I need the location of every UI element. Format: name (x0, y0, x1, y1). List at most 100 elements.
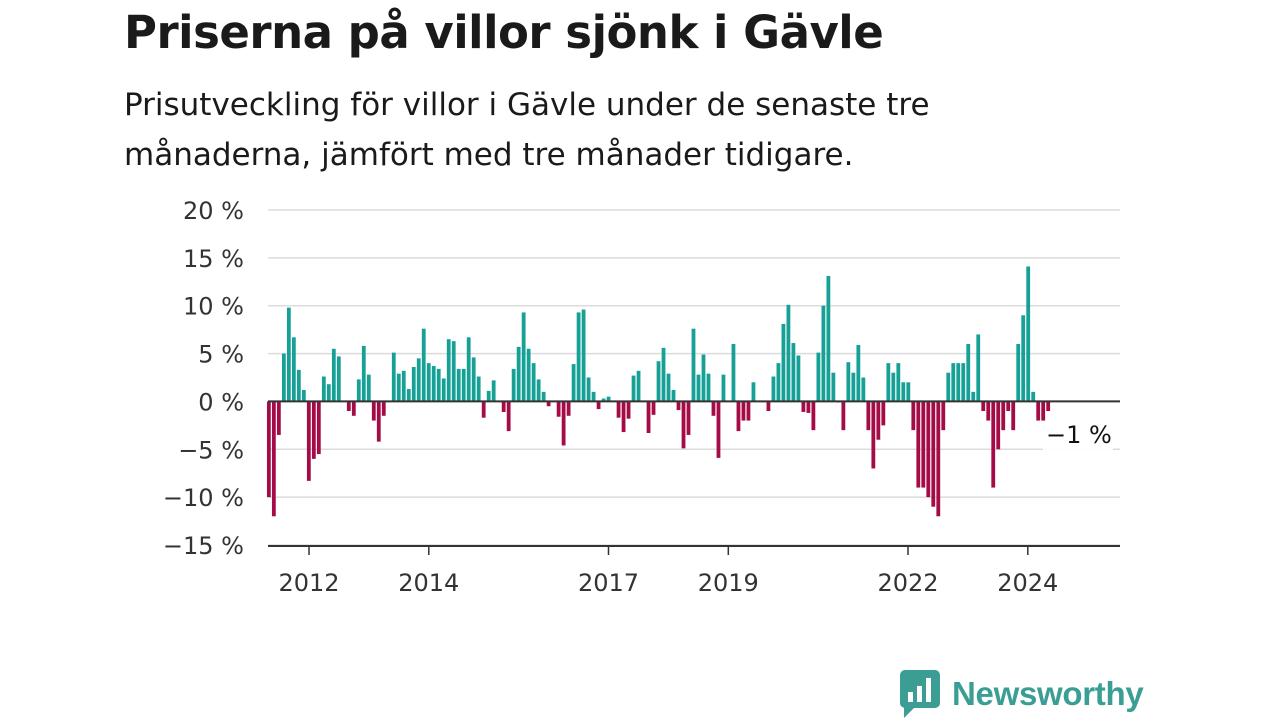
bar-positive (571, 364, 576, 402)
bar-positive (581, 309, 586, 402)
bar-negative (876, 401, 881, 440)
bar-positive (521, 312, 526, 402)
bar-negative (561, 401, 566, 446)
bar-negative (926, 401, 931, 498)
bar-positive (456, 368, 461, 402)
bar-negative (621, 401, 626, 433)
bar-positive (1016, 344, 1021, 402)
bar-positive (446, 339, 451, 402)
bar-negative (351, 401, 356, 416)
bar-positive (861, 377, 866, 402)
bar-positive (1021, 315, 1026, 402)
bar-positive (296, 369, 301, 402)
bar-positive (421, 328, 426, 402)
bar-negative (911, 401, 916, 431)
bar-positive (956, 363, 961, 402)
bar-positive (751, 382, 756, 402)
bar-positive (791, 343, 796, 402)
bar-negative (981, 401, 986, 411)
bar-positive (966, 344, 971, 402)
bar-negative (651, 401, 656, 415)
bar-negative (1041, 401, 1046, 421)
bar-negative (921, 401, 926, 488)
x-axis-tick-labels: 2012 2014 2017 2019 2022 2024 (278, 546, 1058, 597)
bar-negative (616, 401, 621, 418)
bar-negative (881, 401, 886, 426)
bar-positive (586, 377, 591, 402)
bar-negative (676, 401, 681, 411)
last-value-callout: −1 % (1043, 421, 1113, 450)
bar-positive (511, 368, 516, 402)
bar-positive (781, 323, 786, 402)
bar-positive (291, 337, 296, 402)
bar-positive (461, 368, 466, 402)
bar-positive (896, 363, 901, 402)
bar-negative (941, 401, 946, 431)
bar-negative (1011, 401, 1016, 431)
bar-positive (441, 378, 446, 402)
bar-positive (786, 304, 791, 402)
bar-positive (901, 382, 906, 402)
bar-positive (696, 374, 701, 402)
x-tick-label: 2012 (278, 569, 339, 597)
bar-positive (396, 373, 401, 402)
chart-title: Priserna på villor sjönk i Gävle (124, 6, 884, 59)
bar-negative (806, 401, 811, 413)
bar-positive (951, 363, 956, 402)
bar-negative (916, 401, 921, 488)
bar-positive (601, 398, 606, 402)
bar-positive (1031, 391, 1036, 402)
x-tick-label: 2017 (578, 569, 639, 597)
bar-positive (536, 379, 541, 402)
bar-negative (801, 401, 806, 412)
bar-negative (811, 401, 816, 431)
bar-positive (826, 276, 831, 402)
bar-negative (266, 401, 271, 498)
chart-subtitle: Prisutveckling för villor i Gävle under … (124, 87, 930, 173)
bar-positive (526, 348, 531, 402)
bar-positive (961, 363, 966, 402)
bar-positive (976, 334, 981, 402)
callout-background (1043, 422, 1113, 450)
y-tick-label: 10 % (183, 293, 244, 321)
bar-chart-logo-icon (900, 670, 940, 718)
bar-positive (606, 396, 611, 402)
bar-positive (661, 347, 666, 402)
bar-negative (346, 401, 351, 411)
bar-negative (936, 401, 941, 517)
bar-negative (501, 401, 506, 412)
bar-negative (306, 401, 311, 481)
bar-positive (406, 388, 411, 402)
newsworthy-logo: Newsworthy (900, 668, 1144, 720)
bar-negative (626, 401, 631, 419)
bar-negative (646, 401, 651, 434)
bar-negative (1001, 401, 1006, 431)
bar-negative (381, 401, 386, 416)
y-tick-label: 0 % (198, 388, 244, 416)
bar-positive (821, 305, 826, 402)
bar-positive (706, 373, 711, 402)
axes (268, 400, 1120, 547)
bar-negative (991, 401, 996, 488)
bar-positive (1026, 266, 1031, 402)
bar-positive (796, 355, 801, 402)
bar-positive (666, 373, 671, 402)
bar-negative (546, 401, 551, 407)
bar-positive (891, 372, 896, 402)
bars (266, 266, 1051, 517)
x-tick-label: 2019 (698, 569, 759, 597)
bar-positive (516, 346, 521, 402)
bar-negative (986, 401, 991, 421)
bar-positive (451, 341, 456, 402)
bar-negative (276, 401, 281, 435)
bar-positive (436, 368, 441, 402)
bar-positive (281, 353, 286, 402)
x-tick-label: 2024 (997, 569, 1058, 597)
bar-positive (426, 363, 431, 402)
y-tick-label: 20 % (183, 197, 244, 225)
brand-name: Newsworthy (952, 675, 1144, 712)
bar-positive (326, 384, 331, 402)
bar-positive (851, 372, 856, 402)
bar-negative (716, 401, 721, 458)
bar-positive (846, 362, 851, 402)
